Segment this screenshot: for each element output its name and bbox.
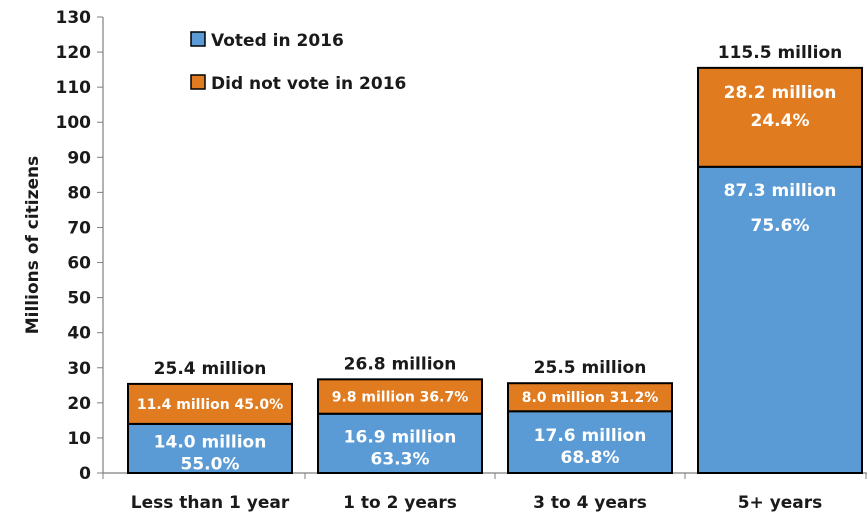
bar-voted xyxy=(127,422,293,474)
legend-swatch-did-not-vote xyxy=(190,74,206,90)
y-tick-label: 90 xyxy=(67,148,91,168)
y-tick-label: 110 xyxy=(56,78,92,98)
segment-label-voted: 55.0% xyxy=(181,454,240,474)
legend: Voted in 2016 Did not vote in 2016 xyxy=(190,31,406,94)
bar-did-not-vote xyxy=(507,382,673,413)
segment-label-voted: 14.0 million xyxy=(154,432,267,452)
axes: 0 10 20 30 40 50 60 70 80 90 100 110 120 130 Less than… xyxy=(56,8,867,513)
segment-label-voted: 75.6% xyxy=(751,216,810,236)
total-label: 25.5 million xyxy=(534,358,647,378)
y-tick-label: 130 xyxy=(56,8,92,28)
segment-label-voted: 87.3 million xyxy=(724,181,837,201)
x-tick-label: 3 to 4 years xyxy=(533,493,647,513)
bars xyxy=(127,66,863,475)
bar-did-not-vote xyxy=(317,378,483,415)
bar-did-not-vote xyxy=(697,66,863,168)
x-tick-label: 5+ years xyxy=(738,493,823,513)
total-label: 26.8 million xyxy=(344,354,457,374)
y-tick-label: 0 xyxy=(79,464,91,484)
bar-did-not-vote xyxy=(127,382,293,425)
y-axis-title: Millions of citizens xyxy=(23,156,43,335)
y-tick-label: 70 xyxy=(67,218,91,238)
segment-label-voted: 68.8% xyxy=(561,448,620,468)
y-tick-label: 120 xyxy=(56,43,92,63)
bar-voted xyxy=(697,165,863,474)
y-tick-label: 60 xyxy=(67,254,91,274)
y-tick-label: 40 xyxy=(67,324,91,344)
y-tick-label: 50 xyxy=(67,289,91,309)
legend-label-voted: Voted in 2016 xyxy=(211,31,344,51)
y-tick-label: 20 xyxy=(67,394,91,414)
bar-voted xyxy=(317,412,483,474)
x-tick-label: Less than 1 year xyxy=(131,493,290,513)
legend-swatch-voted xyxy=(190,31,206,47)
legend-label-did-not-vote: Did not vote in 2016 xyxy=(211,74,406,94)
segment-label-voted: 17.6 million xyxy=(534,426,647,446)
y-tick-label: 100 xyxy=(56,113,92,133)
y-tick-label: 80 xyxy=(67,183,91,203)
segment-label-did-not-vote: 28.2 million xyxy=(724,83,837,103)
x-tick-label: 1 to 2 years xyxy=(343,493,457,513)
total-label: 25.4 million xyxy=(154,359,267,379)
segment-label-did-not-vote: 24.4% xyxy=(751,111,810,131)
segment-label-voted: 16.9 million xyxy=(344,427,457,447)
segment-label-did-not-vote: 9.8 million 36.7% xyxy=(332,390,469,406)
total-label: 115.5 million xyxy=(718,43,843,63)
segment-label-did-not-vote: 8.0 million 31.2% xyxy=(522,390,659,406)
bar-voted xyxy=(507,410,673,475)
segment-label-voted: 63.3% xyxy=(371,449,430,469)
y-tick-label: 30 xyxy=(67,359,91,379)
segment-label-did-not-vote: 11.4 million 45.0% xyxy=(137,397,283,413)
y-tick-label: 10 xyxy=(67,429,91,449)
